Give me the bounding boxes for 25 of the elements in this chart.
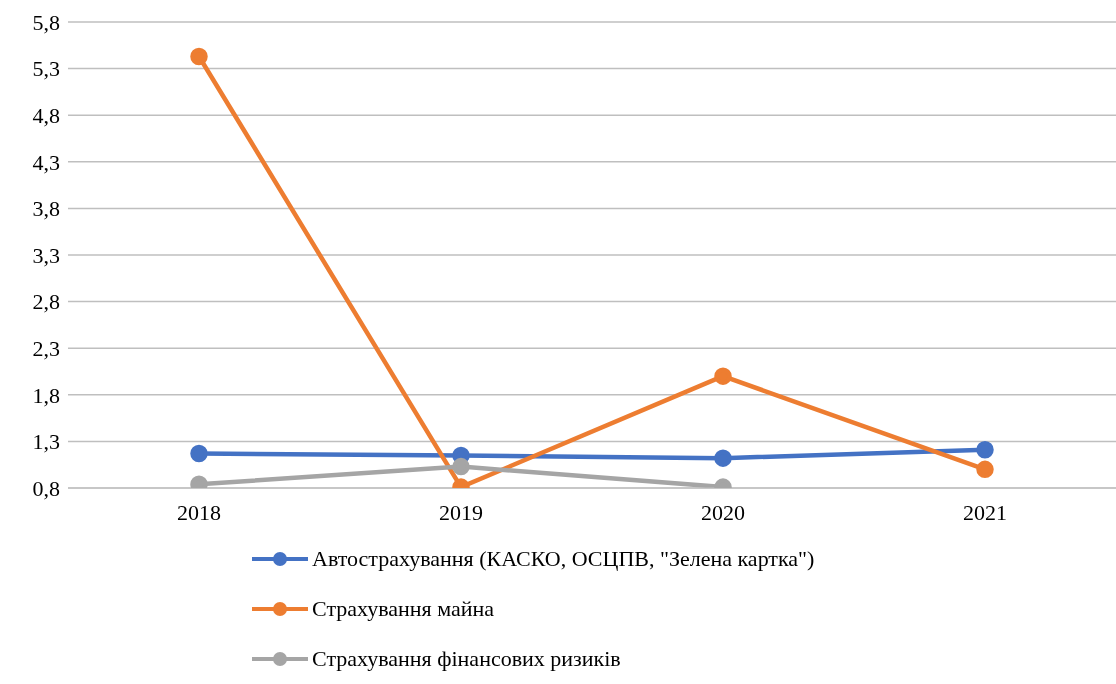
point bbox=[976, 460, 994, 479]
x-tick-label: 2018 bbox=[177, 499, 221, 525]
y-tick-label: 2,3 bbox=[32, 336, 60, 362]
x-tick-label: 2021 bbox=[963, 499, 1007, 525]
y-tick-label: 5,8 bbox=[32, 9, 60, 35]
x-tick-label: 2019 bbox=[439, 499, 483, 525]
point bbox=[714, 449, 732, 467]
y-tick-label: 1,8 bbox=[32, 382, 60, 408]
y-tick-label: 4,8 bbox=[32, 103, 60, 129]
legend-label: Страхування фінансових ризиків bbox=[312, 646, 621, 672]
legend-label: Страхування майна bbox=[312, 596, 495, 622]
y-tick-label: 1,3 bbox=[32, 429, 60, 455]
point bbox=[190, 47, 208, 66]
point bbox=[976, 441, 994, 459]
y-tick-label: 2,8 bbox=[32, 289, 60, 315]
y-tick-label: 3,8 bbox=[32, 196, 60, 222]
y-tick-label: 5,3 bbox=[32, 56, 60, 82]
y-tick-label: 0,8 bbox=[32, 475, 60, 501]
point bbox=[190, 444, 208, 463]
x-tick-label: 2020 bbox=[701, 499, 745, 525]
y-tick-label: 3,3 bbox=[32, 242, 60, 268]
point bbox=[452, 457, 470, 476]
point bbox=[714, 367, 732, 385]
legend-label: Автострахування (КАСКО, ОСЦПВ, "Зелена картка") bbox=[312, 546, 815, 572]
y-tick-label: 4,3 bbox=[32, 149, 60, 175]
